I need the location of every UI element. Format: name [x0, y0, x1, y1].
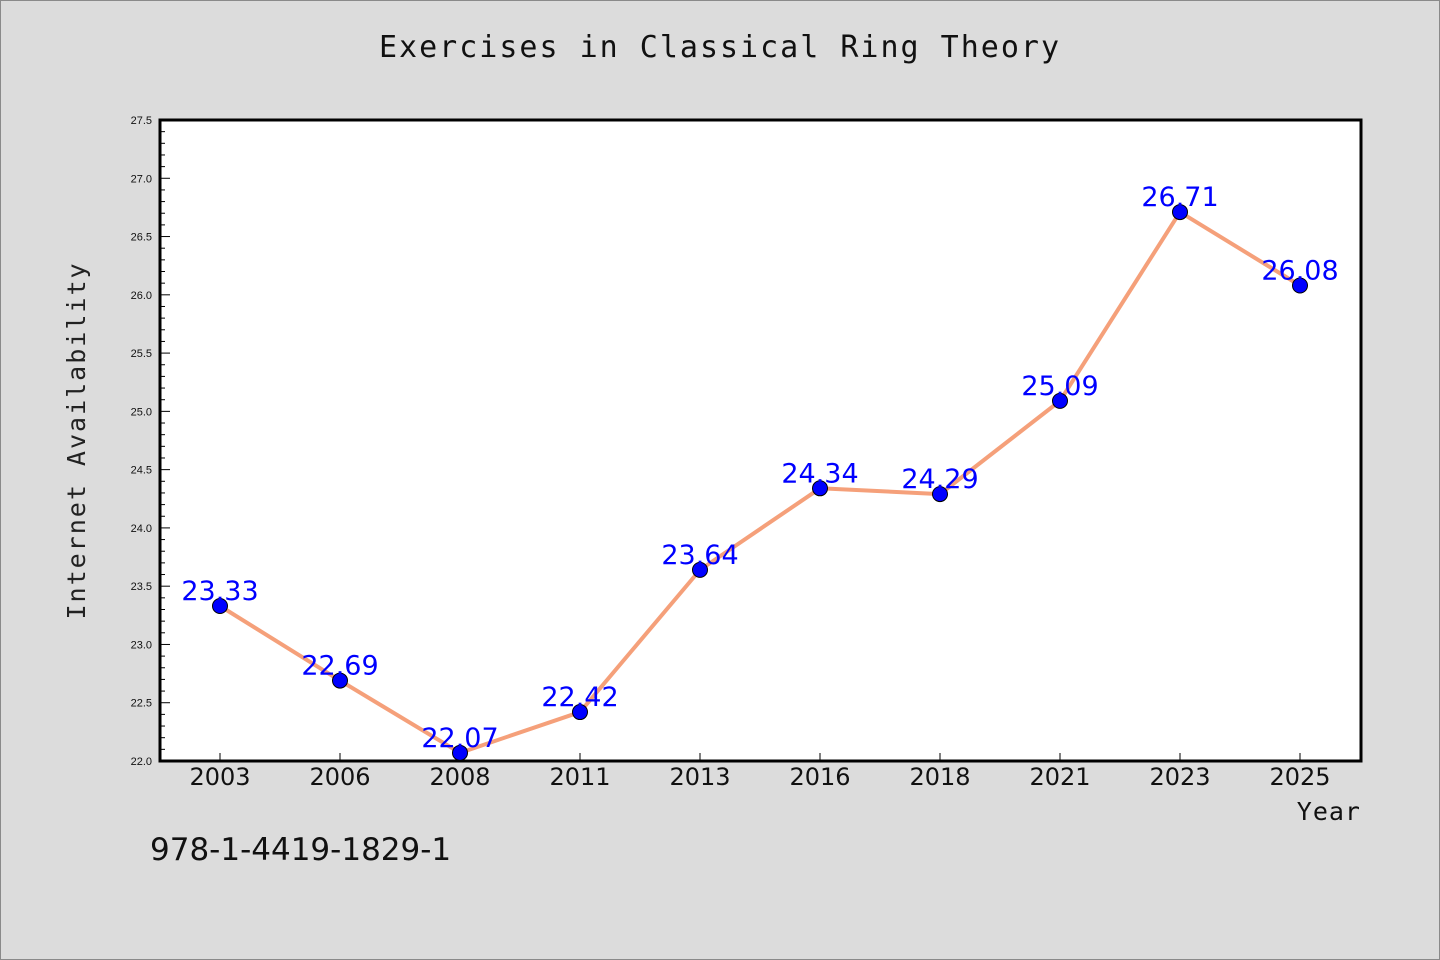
y-axis-label: Internet Availability: [62, 261, 91, 619]
data-label: 23.64: [661, 540, 738, 571]
data-point: [692, 561, 708, 578]
y-tick-label: 27.5: [131, 115, 152, 127]
x-tick-label: 2008: [429, 763, 490, 791]
data-labels: 23.33 22.69 22.07 22.42 23.64 24.34 24.29 25.09…: [181, 182, 1338, 754]
x-axis-label: Year: [1297, 797, 1361, 826]
data-point: [452, 744, 468, 761]
x-tick-label: 2006: [309, 763, 370, 791]
plot-area: [158, 118, 1363, 763]
y-tick-label: 23.0: [131, 639, 152, 651]
data-point: [332, 672, 348, 689]
data-label: 22.69: [301, 651, 378, 682]
y-tick-label: 27.0: [131, 173, 152, 185]
data-label: 23.33: [181, 576, 258, 607]
y-tick-label: 25.5: [131, 348, 152, 360]
y-tick-label: 22.0: [131, 756, 152, 768]
data-point: [572, 704, 588, 721]
data-label: 26.08: [1261, 255, 1338, 286]
data-label: 24.29: [901, 464, 978, 495]
data-point: [1292, 277, 1308, 294]
y-tick-label: 22.5: [131, 698, 152, 710]
data-label: 25.09: [1021, 371, 1098, 402]
x-tick-label: 2023: [1149, 763, 1210, 791]
series-group: [212, 204, 1308, 761]
data-point: [812, 480, 828, 497]
data-point: [212, 597, 228, 614]
x-tick-label: 2016: [789, 763, 850, 791]
isbn-caption: 978-1-4419-1829-1: [150, 832, 452, 868]
y-tick-label: 25.0: [131, 406, 152, 418]
data-label: 22.42: [541, 682, 618, 713]
data-label: 22.07: [421, 723, 498, 754]
data-point: [932, 486, 948, 503]
x-axis: 2003 2006 2008 2011 2013 2016 2018 2021 2023 2025: [189, 753, 1331, 791]
y-tick-label: 26.5: [131, 232, 152, 244]
y-tick-label: 23.5: [131, 581, 152, 593]
x-tick-label: 2018: [909, 763, 970, 791]
x-tick-label: 2025: [1269, 763, 1330, 791]
y-tick-label: 24.5: [131, 465, 152, 477]
data-label: 24.34: [781, 458, 858, 489]
data-point: [1172, 204, 1188, 221]
series-line: [218, 210, 1302, 755]
chart-title: Exercises in Classical Ring Theory: [378, 30, 1062, 65]
y-axis: 22.0 22.5 23.0 23.5 24.0 24.5 25.0 25.5 26.0 26.5…: [131, 115, 170, 768]
x-tick-label: 2011: [549, 763, 610, 791]
data-label: 26.71: [1141, 182, 1218, 213]
y-tick-label: 24.0: [131, 523, 152, 535]
data-point: [1052, 392, 1068, 409]
y-tick-label: 26.0: [131, 290, 152, 302]
x-tick-label: 2003: [189, 763, 250, 791]
x-tick-label: 2021: [1029, 763, 1090, 791]
x-tick-label: 2013: [669, 763, 730, 791]
